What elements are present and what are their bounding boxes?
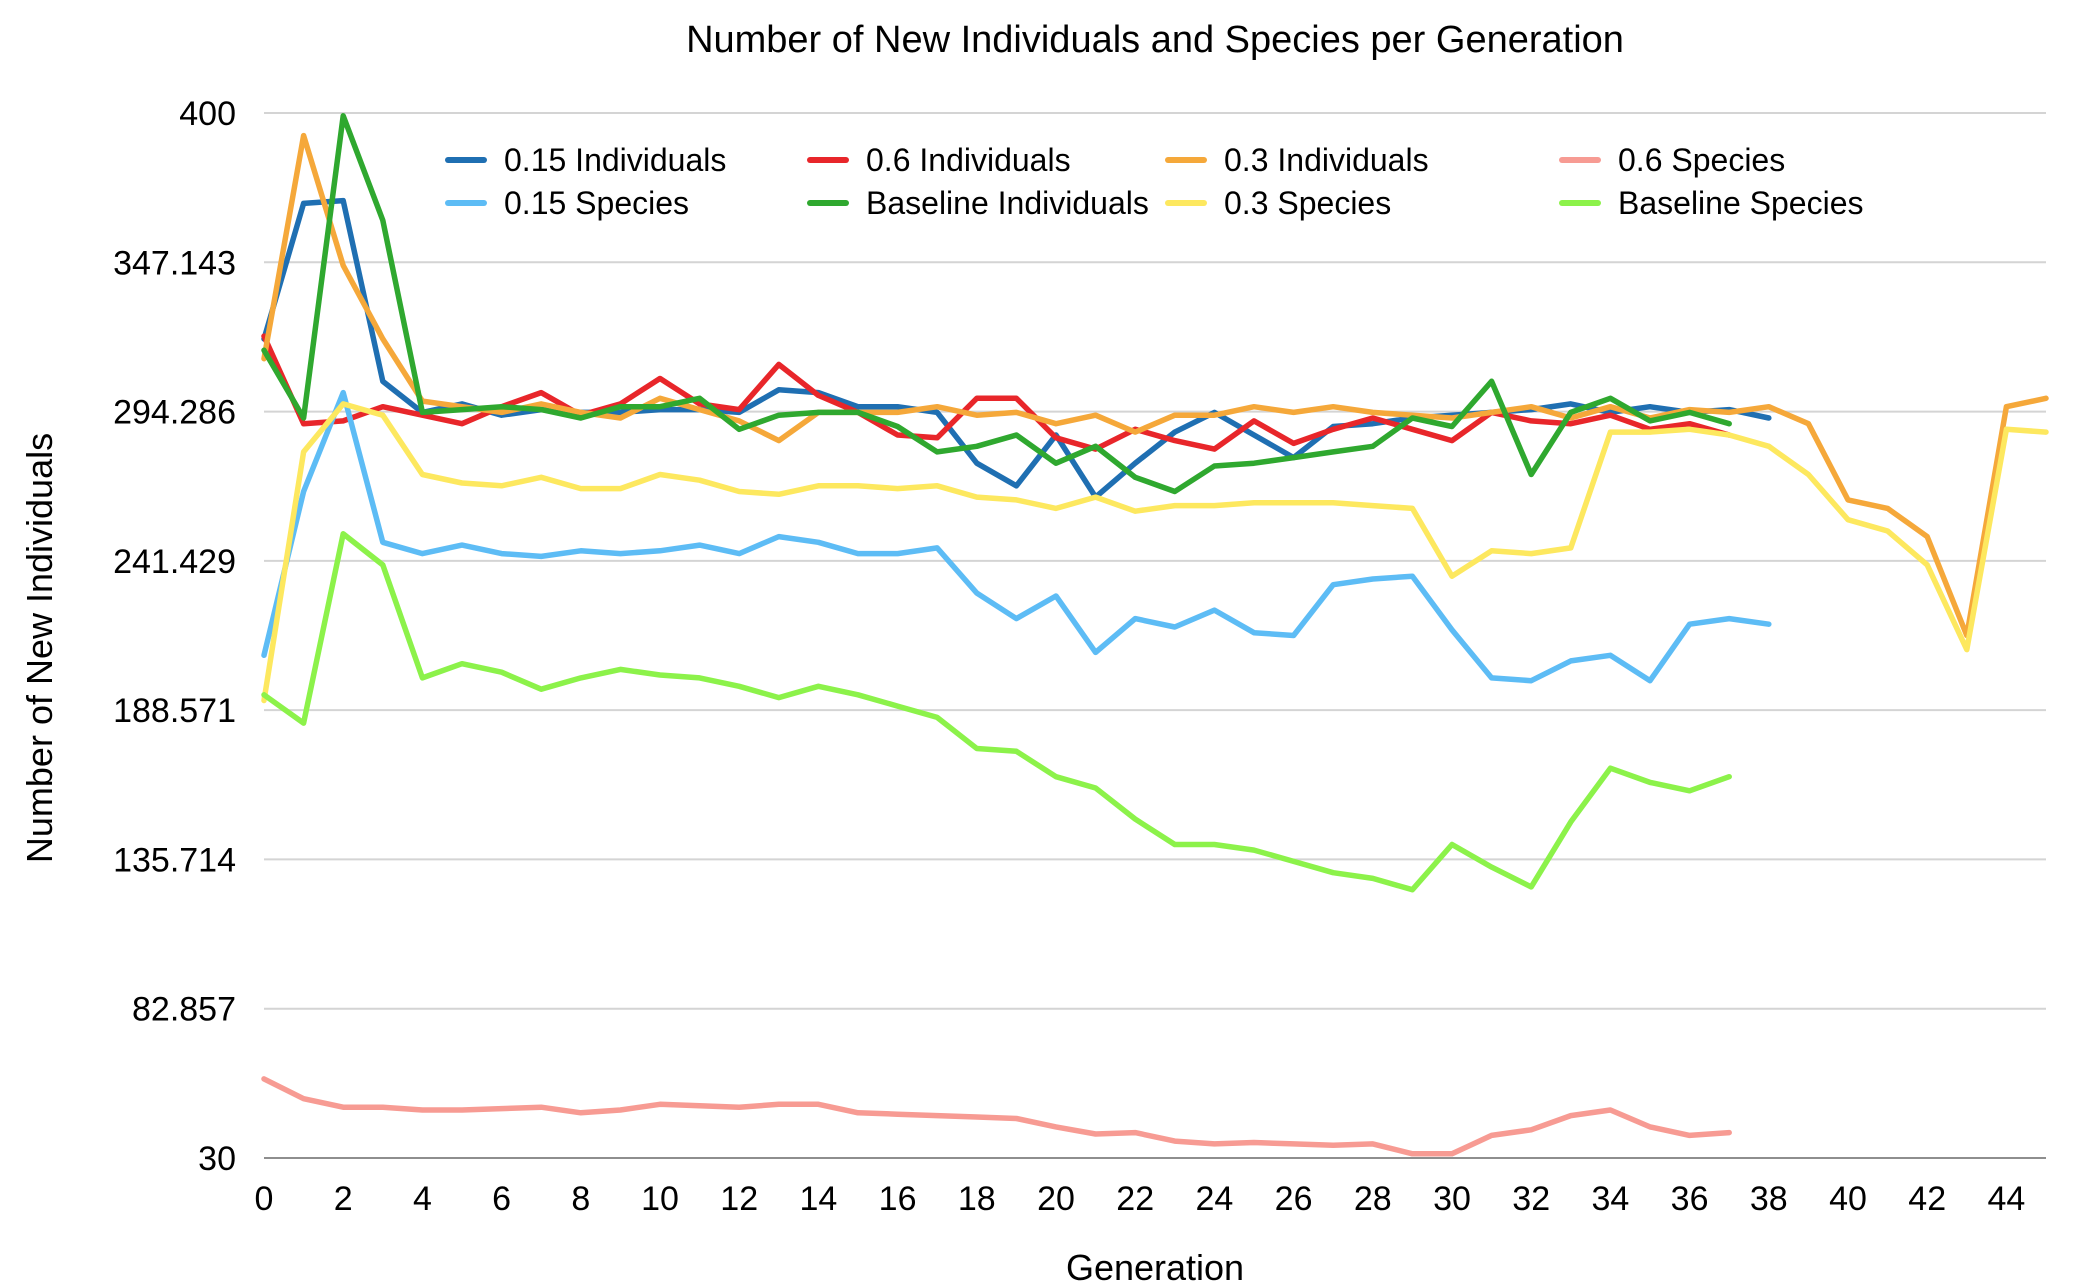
x-tick-label: 4 bbox=[413, 1180, 432, 1218]
x-tick-label: 36 bbox=[1671, 1180, 1709, 1218]
legend-item: Baseline Species bbox=[1559, 185, 1863, 221]
series-line-0-3-species bbox=[261, 401, 2049, 704]
x-tick-label: 34 bbox=[1591, 1180, 1629, 1218]
x-axis-title: Generation bbox=[1066, 1247, 1244, 1288]
x-tick-label: 12 bbox=[720, 1180, 758, 1218]
legend-label: 0.3 Species bbox=[1224, 185, 1391, 221]
series-line-baseline-individuals bbox=[261, 113, 1732, 495]
y-tick-label: 241.429 bbox=[113, 543, 236, 581]
x-tick-label: 0 bbox=[255, 1180, 274, 1218]
x-tick-label: 40 bbox=[1829, 1180, 1867, 1218]
x-tick-label: 32 bbox=[1512, 1180, 1550, 1218]
legend-label: Baseline Species bbox=[1618, 185, 1863, 221]
series-line-baseline-species bbox=[261, 531, 1732, 893]
legend-item: Baseline Individuals bbox=[807, 185, 1149, 221]
y-tick-label: 188.571 bbox=[113, 692, 236, 730]
legend-label: 0.15 Individuals bbox=[504, 142, 726, 178]
legend-label: Baseline Individuals bbox=[866, 185, 1149, 221]
y-tick-label: 135.714 bbox=[113, 841, 236, 879]
y-axis-title: Number of New Individuals bbox=[19, 433, 60, 863]
x-tick-label: 44 bbox=[1987, 1180, 2025, 1218]
x-tick-label: 42 bbox=[1908, 1180, 1946, 1218]
x-tick-label: 22 bbox=[1116, 1180, 1154, 1218]
legend-label: 0.6 Individuals bbox=[866, 142, 1071, 178]
legend-item: 0.15 Individuals bbox=[445, 142, 726, 178]
legend-item: 0.3 Species bbox=[1165, 185, 1391, 221]
y-tick-label: 294.286 bbox=[113, 394, 236, 432]
legend-item: 0.15 Species bbox=[445, 185, 689, 221]
legend-item: 0.6 Species bbox=[1559, 142, 1785, 178]
y-tick-label: 82.857 bbox=[132, 991, 236, 1029]
series-lines bbox=[261, 113, 2049, 1157]
x-tick-label: 30 bbox=[1433, 1180, 1471, 1218]
legend-item: 0.3 Individuals bbox=[1165, 142, 1429, 178]
y-tick-label: 30 bbox=[198, 1140, 236, 1178]
x-tick-label: 8 bbox=[571, 1180, 590, 1218]
x-tick-label: 20 bbox=[1037, 1180, 1075, 1218]
x-tick-label: 2 bbox=[334, 1180, 353, 1218]
y-tick-label: 347.143 bbox=[113, 244, 236, 282]
x-tick-label: 18 bbox=[958, 1180, 996, 1218]
axes: 30 82.857 135.714 188.571 241.429 294.286 347.… bbox=[113, 95, 2046, 1218]
gridlines bbox=[264, 112, 2046, 1010]
legend-label: 0.6 Species bbox=[1618, 142, 1785, 178]
x-tick-label: 26 bbox=[1275, 1180, 1313, 1218]
series-line-0-6-species bbox=[261, 1076, 1732, 1157]
x-tick-label: 14 bbox=[799, 1180, 837, 1218]
series-line-0-3-individuals bbox=[261, 132, 2049, 639]
legend: 0.15 Individuals 0.6 Individuals 0.3 Indiv… bbox=[445, 142, 1863, 221]
series-line-0-6-individuals bbox=[261, 333, 1732, 452]
x-tick-label: 6 bbox=[492, 1180, 511, 1218]
x-tick-label: 24 bbox=[1195, 1180, 1233, 1218]
legend-label: 0.3 Individuals bbox=[1224, 142, 1429, 178]
x-tick-label: 28 bbox=[1354, 1180, 1392, 1218]
chart-title: Number of New Individuals and Species pe… bbox=[686, 19, 1624, 61]
y-tick-label: 400 bbox=[179, 95, 236, 133]
x-tick-label: 16 bbox=[879, 1180, 917, 1218]
x-tick-label: 10 bbox=[641, 1180, 679, 1218]
series-line-0-15-species bbox=[261, 389, 1772, 684]
legend-label: 0.15 Species bbox=[504, 185, 689, 221]
legend-item: 0.6 Individuals bbox=[807, 142, 1071, 178]
x-tick-label: 38 bbox=[1750, 1180, 1788, 1218]
